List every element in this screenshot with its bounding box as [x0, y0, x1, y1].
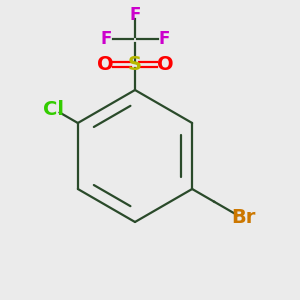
- Text: S: S: [128, 55, 142, 74]
- Text: F: F: [100, 30, 112, 48]
- Text: F: F: [129, 6, 141, 24]
- Text: Br: Br: [231, 208, 256, 227]
- Text: Cl: Cl: [44, 100, 64, 119]
- Text: O: O: [97, 55, 113, 74]
- Text: O: O: [157, 55, 173, 74]
- Text: F: F: [158, 30, 170, 48]
